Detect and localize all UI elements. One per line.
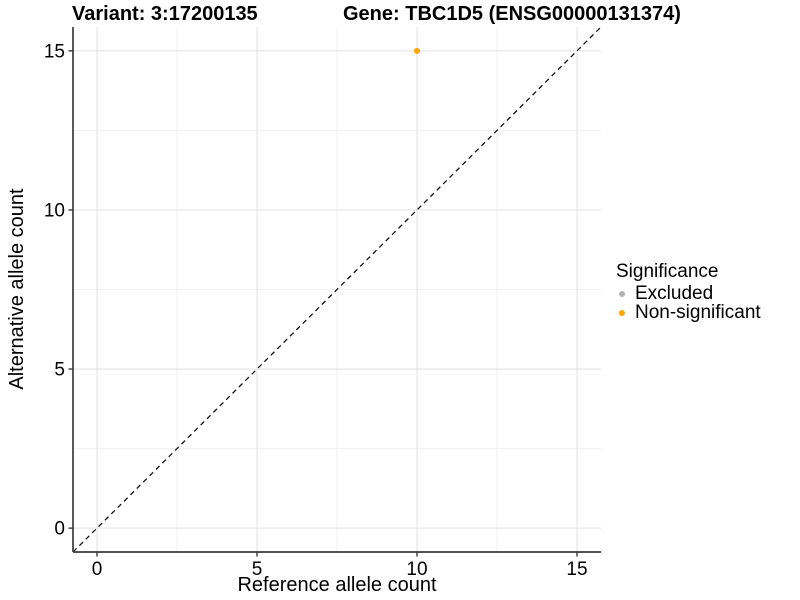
y-tick-label: 0 [54,519,65,540]
significance-legend: Significance Excluded Non-significant [616,261,761,322]
excluded-dot [619,290,625,297]
y-tick-label: 15 [44,41,65,62]
y-tick-label: 5 [54,360,65,381]
gene-title: Gene: TBC1D5 (ENSG00000131374) [343,3,681,25]
x-tick-label: 10 [406,559,427,580]
x-tick-label: 5 [252,559,263,580]
data-point-non-significant [414,47,420,54]
x-tick-label: 0 [92,559,103,580]
x-axis-label: Reference allele count [237,574,437,596]
legend-item-label-non-significant: Non-significant [635,302,761,323]
variant-title: Variant: 3:17200135 [72,3,258,25]
y-tick-label: 10 [44,200,65,221]
non-significant-dot-icon [619,309,625,316]
legend-item-excluded: Excluded [616,284,761,303]
x-tick-label: 15 [566,559,587,580]
identity-line [72,26,602,553]
legend-item-non-significant: Non-significant [616,303,761,322]
legend-title: Significance [616,261,719,282]
non-significant-dot [619,309,625,316]
legend-item-label-excluded: Excluded [635,283,714,304]
y-axis-label: Alternative allele count [6,188,28,390]
excluded-dot-icon [619,290,625,297]
